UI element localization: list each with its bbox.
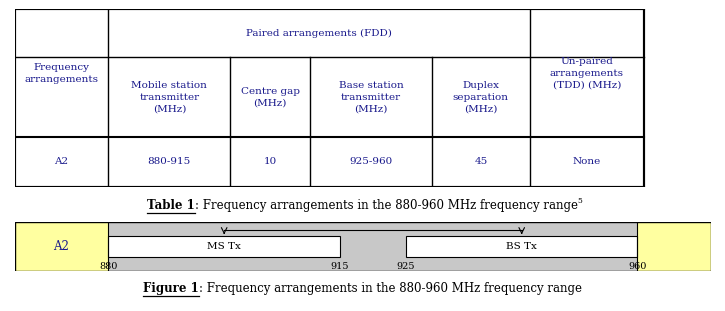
Text: Frequency
arrangements: Frequency arrangements <box>25 63 99 84</box>
Bar <box>406 236 637 257</box>
Text: 880: 880 <box>99 262 117 271</box>
Text: MS Tx: MS Tx <box>207 242 241 251</box>
Text: Figure 1: Figure 1 <box>143 282 199 295</box>
Text: : Frequency arrangements in the 880-960 MHz frequency range: : Frequency arrangements in the 880-960 … <box>199 282 582 295</box>
Text: Mobile station
transmitter
(MHz): Mobile station transmitter (MHz) <box>131 81 207 114</box>
Text: 45: 45 <box>474 157 487 166</box>
Text: 5: 5 <box>578 197 582 205</box>
Text: : Frequency arrangements in the 880-960 MHz frequency range: : Frequency arrangements in the 880-960 … <box>194 199 578 212</box>
Text: A2: A2 <box>54 240 70 253</box>
Text: 925-960: 925-960 <box>349 157 393 166</box>
Text: 925: 925 <box>397 262 415 271</box>
Bar <box>637 222 710 271</box>
Text: 960: 960 <box>629 262 647 271</box>
Text: Base station
transmitter
(MHz): Base station transmitter (MHz) <box>339 81 404 114</box>
Text: Table 1: Table 1 <box>146 199 194 212</box>
Text: Centre gap
(MHz): Centre gap (MHz) <box>241 87 299 108</box>
Text: BS Tx: BS Tx <box>506 242 537 251</box>
Bar <box>14 222 109 271</box>
Text: 915: 915 <box>331 262 349 271</box>
Text: Un-paired
arrangements
(TDD) (MHz): Un-paired arrangements (TDD) (MHz) <box>550 57 624 90</box>
Text: 10: 10 <box>264 157 277 166</box>
Text: Paired arrangements (FDD): Paired arrangements (FDD) <box>246 29 392 38</box>
Bar <box>109 236 340 257</box>
Bar <box>109 222 637 271</box>
Text: 880-915: 880-915 <box>148 157 191 166</box>
Text: Duplex
separation
(MHz): Duplex separation (MHz) <box>453 81 509 114</box>
Text: None: None <box>573 157 601 166</box>
Text: A2: A2 <box>54 157 69 166</box>
